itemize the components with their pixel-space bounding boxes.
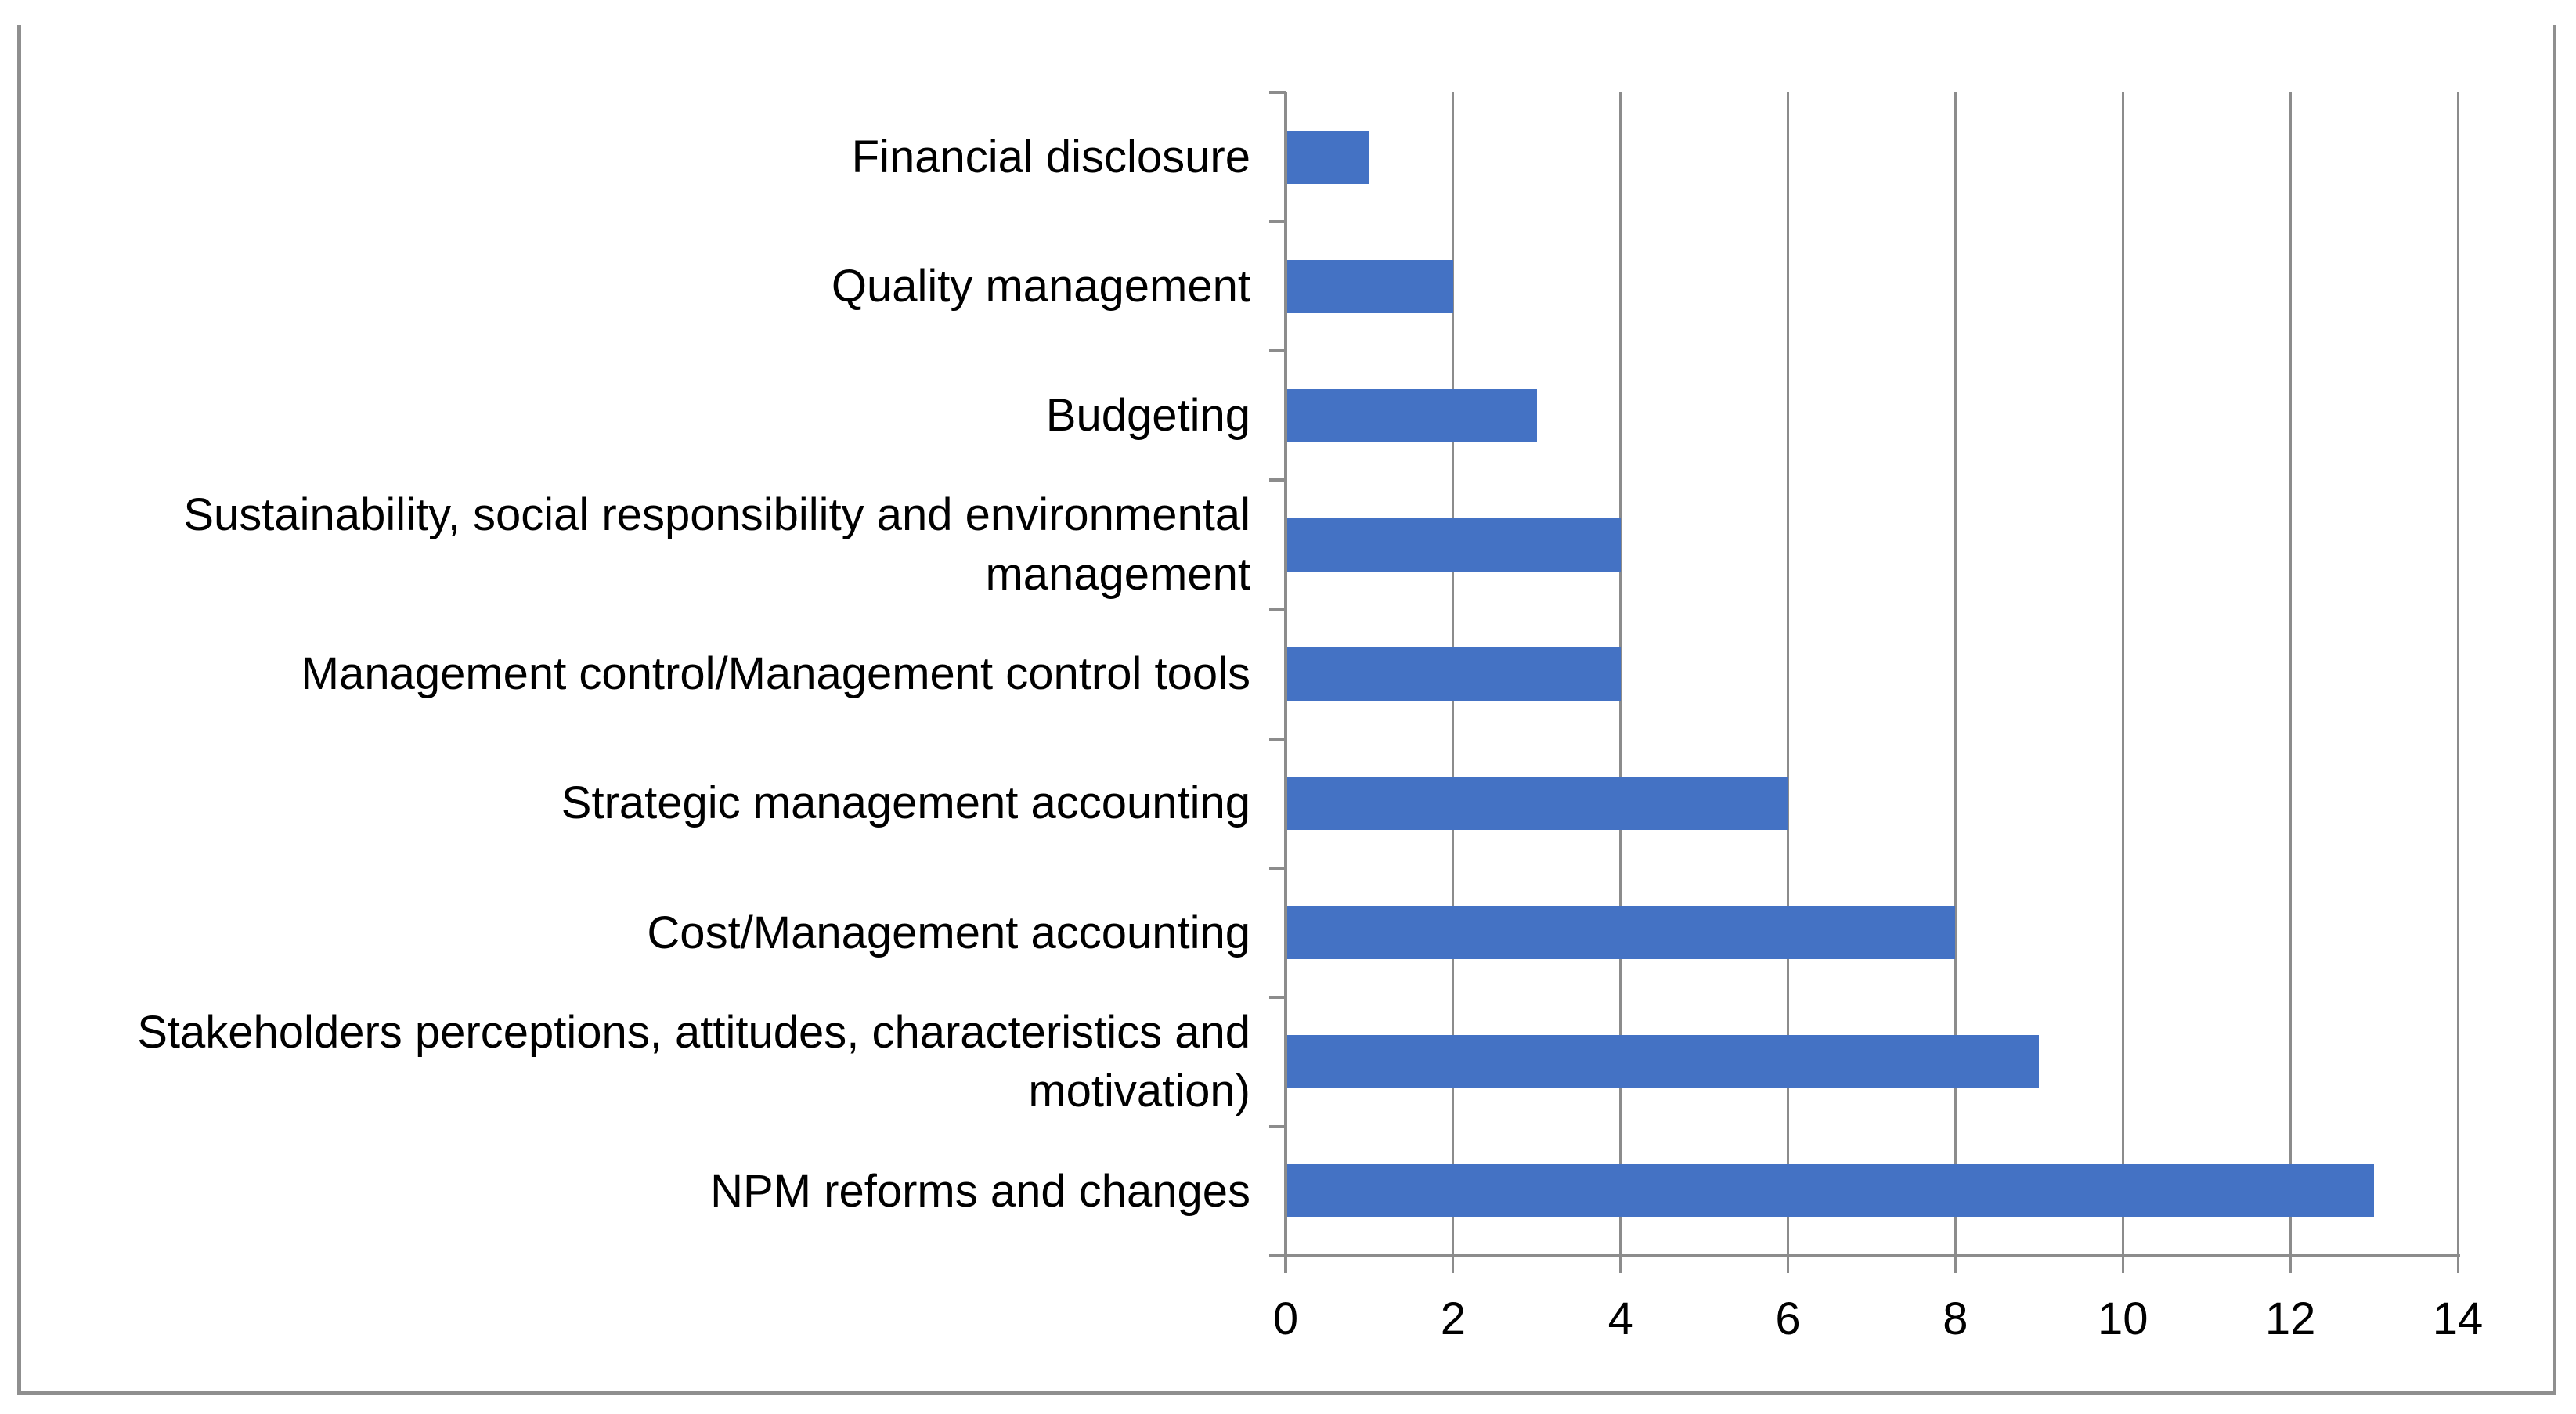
- category-row: Stakeholders perceptions, attitudes, cha…: [23, 997, 1250, 1127]
- category-label: Stakeholders perceptions, attitudes, cha…: [137, 1006, 1250, 1117]
- chart-border: [17, 25, 2556, 1395]
- x-tick-label: 6: [1775, 1293, 1801, 1344]
- category-label: Strategic management accounting: [561, 777, 1250, 829]
- value-axis-line: [1269, 1254, 2460, 1257]
- x-gridline: [2121, 92, 2124, 1273]
- category-label: Financial disclosure: [851, 131, 1250, 182]
- category-row: Strategic management accounting: [23, 739, 1250, 868]
- bar: [1286, 647, 1621, 701]
- category-axis-tick: [1269, 1124, 1286, 1128]
- category-axis-tick: [1269, 349, 1286, 353]
- category-label: Management control/Management control to…: [301, 648, 1250, 700]
- category-row: Quality management: [23, 222, 1250, 351]
- x-tick-label: 10: [2098, 1293, 2148, 1344]
- category-axis-tick: [1269, 995, 1286, 999]
- category-axis-tick: [1269, 866, 1286, 870]
- category-axis-tick: [1269, 220, 1286, 224]
- bar: [1286, 906, 1956, 960]
- x-gridline: [1954, 92, 1957, 1273]
- category-axis-line: [1284, 92, 1287, 1273]
- category-label: Cost/Management accounting: [647, 907, 1250, 958]
- x-tick-label: 4: [1607, 1293, 1633, 1344]
- category-row: Budgeting: [23, 351, 1250, 480]
- bar: [1286, 1164, 2375, 1218]
- x-gridline: [2289, 92, 2292, 1273]
- bar: [1286, 130, 1369, 184]
- category-label: Quality management: [831, 260, 1250, 312]
- category-row: Financial disclosure: [23, 92, 1250, 222]
- x-gridline: [1619, 92, 1622, 1273]
- bar: [1286, 1035, 2040, 1089]
- x-gridline: [1787, 92, 1790, 1273]
- x-tick-label: 8: [1943, 1293, 1968, 1344]
- bar: [1286, 388, 1537, 442]
- category-label: Budgeting: [1045, 390, 1250, 442]
- category-axis-tick: [1269, 478, 1286, 482]
- bar: [1286, 777, 1788, 831]
- x-tick-label: 2: [1440, 1293, 1466, 1344]
- x-tick-label: 0: [1272, 1293, 1299, 1344]
- category-row: Management control/Management control to…: [23, 609, 1250, 738]
- bar: [1286, 259, 1453, 313]
- category-label: Sustainability, social responsibility an…: [183, 489, 1250, 600]
- category-axis-tick: [1269, 608, 1286, 611]
- category-row: Cost/Management accounting: [23, 868, 1250, 997]
- x-tick-label: 12: [2264, 1293, 2316, 1344]
- x-gridline: [2456, 92, 2459, 1273]
- category-label: NPM reforms and changes: [710, 1165, 1250, 1217]
- category-axis-tick: [1269, 91, 1286, 94]
- category-row: Sustainability, social responsibility an…: [23, 480, 1250, 609]
- category-axis-tick: [1269, 737, 1286, 741]
- category-row: NPM reforms and changes: [23, 1127, 1250, 1256]
- x-tick-label: 14: [2432, 1293, 2484, 1344]
- bar: [1286, 518, 1621, 572]
